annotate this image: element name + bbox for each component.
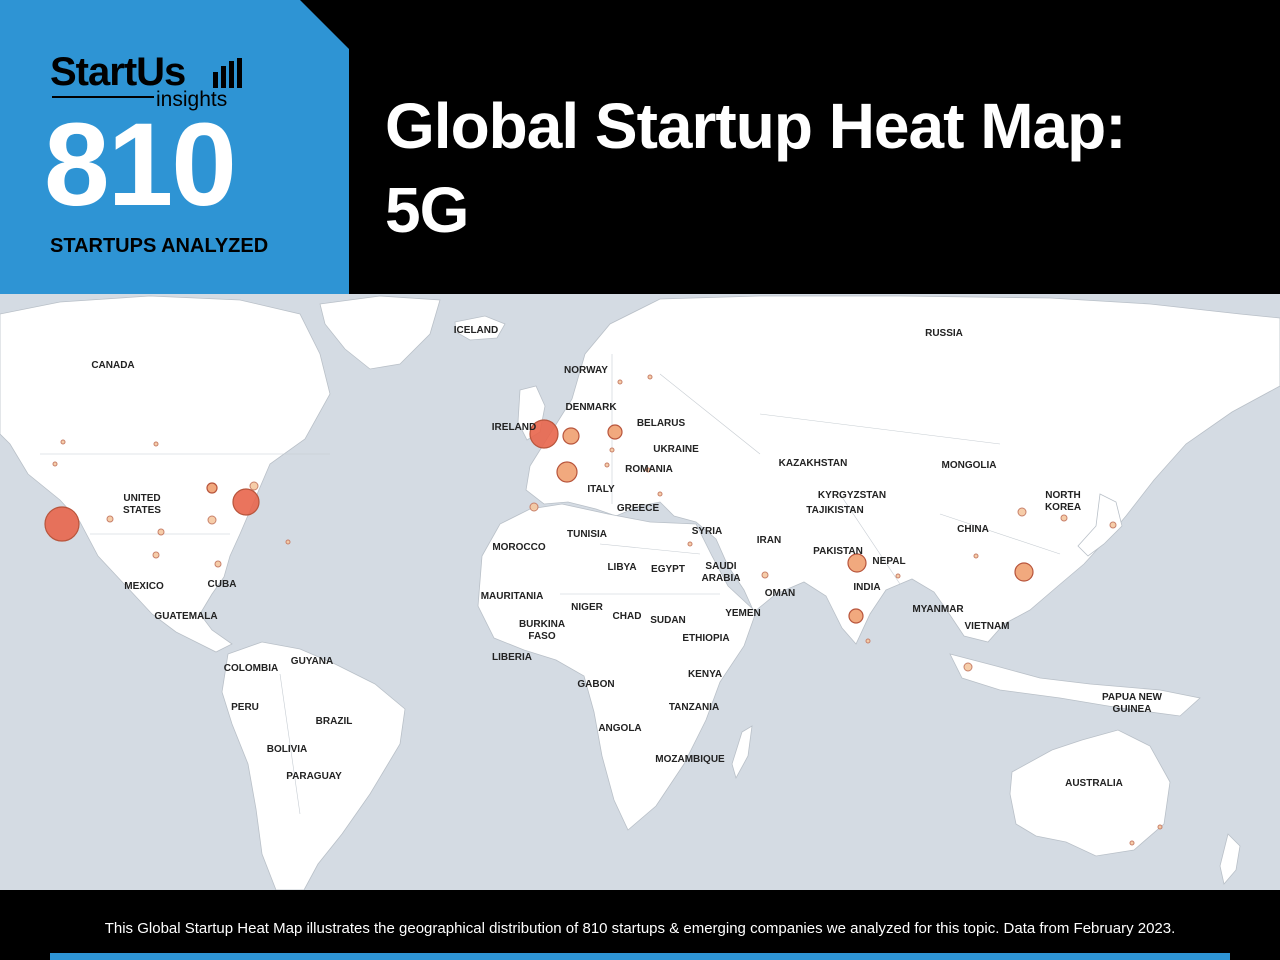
startup-density-dot <box>157 528 165 536</box>
africa-land <box>477 503 757 831</box>
startup-density-dot <box>609 447 615 453</box>
startup-density-dot <box>106 515 114 523</box>
greenland-land <box>319 295 441 370</box>
startup-density-dot <box>847 553 867 573</box>
startup-density-dot <box>1109 521 1117 529</box>
south-america-land <box>221 641 406 890</box>
startup-density-dot <box>1017 507 1027 517</box>
startup-density-dot <box>657 491 663 497</box>
startup-dots <box>44 374 1163 846</box>
startup-density-dot <box>973 553 979 559</box>
startup-density-dot <box>865 638 871 644</box>
startup-density-dot <box>249 481 259 491</box>
startup-density-dot <box>232 488 260 516</box>
logo-underline <box>52 96 154 98</box>
title-line-2: 5G <box>385 174 469 246</box>
brand-sub-text: insights <box>156 88 228 111</box>
startup-density-dot <box>152 551 160 559</box>
indonesia-land <box>949 653 1201 717</box>
startup-density-dot <box>52 461 58 467</box>
australia-land <box>1009 729 1171 857</box>
startup-density-dot <box>285 539 291 545</box>
footer: This Global Startup Heat Map illustrates… <box>0 890 1280 960</box>
startup-count: 810 <box>44 99 237 231</box>
startup-density-dot <box>895 573 901 579</box>
startup-density-dot <box>761 571 769 579</box>
count-badge: StartUs insights 810 STARTUPS ANALYZED <box>0 0 349 294</box>
startup-density-dot <box>1014 562 1034 582</box>
world-map <box>0 294 1280 890</box>
startup-density-dot <box>206 482 218 494</box>
startup-density-dot <box>963 662 973 672</box>
iceland-land <box>454 315 506 341</box>
japan-land <box>1077 493 1123 557</box>
startup-density-dot <box>153 441 159 447</box>
startup-density-dot <box>604 462 610 468</box>
startup-density-dot <box>607 424 623 440</box>
startup-density-dot <box>1157 824 1163 830</box>
startup-count-label: STARTUPS ANALYZED <box>50 235 269 257</box>
startup-density-dot <box>529 502 539 512</box>
startup-density-dot <box>1129 840 1135 846</box>
startup-density-dot <box>687 541 693 547</box>
eurasia-land <box>525 295 1280 645</box>
new-zealand-land <box>1219 833 1241 885</box>
startup-density-dot <box>617 379 623 385</box>
brand-logo-text: StartUs <box>50 50 186 94</box>
borders <box>40 354 1061 815</box>
startup-density-dot <box>562 427 580 445</box>
title-line-1: Global Startup Heat Map: <box>385 90 1126 162</box>
footer-caption: This Global Startup Heat Map illustrates… <box>104 920 1176 937</box>
footer-accent-bar <box>50 953 1230 960</box>
startup-density-dot <box>647 374 653 380</box>
madagascar-land <box>731 725 753 780</box>
startup-density-dot <box>848 608 864 624</box>
startup-density-dot <box>207 515 217 525</box>
startup-density-dot <box>556 461 578 483</box>
logo-bars-icon <box>213 58 242 88</box>
startup-density-dot <box>529 419 559 449</box>
startup-density-dot <box>214 560 222 568</box>
page-title: Global Startup Heat Map: 5G <box>385 84 1265 252</box>
startup-density-dot <box>44 506 80 542</box>
startup-density-dot <box>60 439 66 445</box>
startup-density-dot <box>645 467 651 473</box>
startup-density-dot <box>1060 514 1068 522</box>
